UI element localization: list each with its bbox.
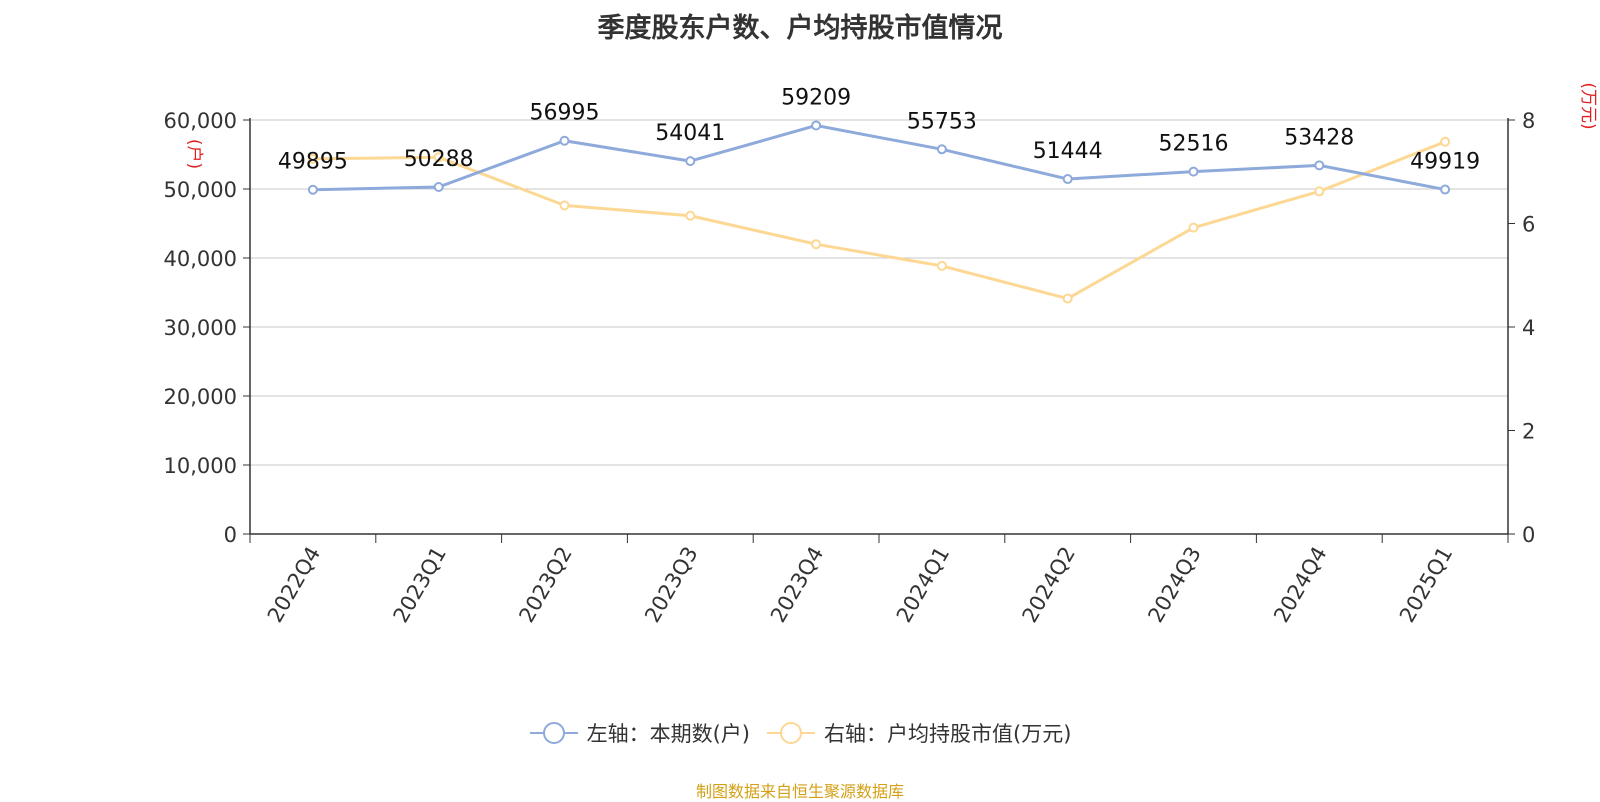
- left-axis-tick-label: 40,000: [164, 247, 237, 271]
- right-axis-tick-label: 4: [1522, 316, 1535, 340]
- right-series-point: [559, 200, 570, 211]
- right-series-point: [1188, 222, 1199, 233]
- x-axis-tick-label: 2024Q4: [1269, 543, 1331, 627]
- left-series-point: [307, 184, 318, 195]
- data-label: 56995: [530, 101, 600, 126]
- data-label: 53428: [1284, 125, 1354, 150]
- right-series-line: [312, 140, 1446, 301]
- left-series-point: [936, 144, 947, 155]
- left-series-point: [811, 120, 822, 131]
- legend-marker-right-series-icon: [767, 722, 815, 744]
- x-axis-tick-label: 2023Q4: [766, 543, 828, 627]
- left-axis-tick-label: 50,000: [164, 178, 237, 202]
- data-label: 49919: [1410, 150, 1480, 175]
- data-label: 49895: [278, 150, 348, 175]
- right-series-point: [685, 210, 696, 221]
- right-series-point: [936, 260, 947, 271]
- right-series-point: [811, 239, 822, 250]
- right-axis-tick-label: 8: [1522, 109, 1535, 133]
- data-label: 52516: [1159, 132, 1229, 157]
- series-layer: [307, 120, 1451, 304]
- left-axis-tick-label: 60,000: [164, 109, 237, 133]
- x-axis-tick-label: 2024Q2: [1018, 543, 1080, 627]
- left-series-point: [685, 156, 696, 167]
- axis-layer: 0 10,000 20,000 30,000 40,000 50,000 60,000 0 2 4…: [164, 82, 1598, 626]
- left-series-point: [1188, 166, 1199, 177]
- right-axis-unit: (万元): [1578, 82, 1598, 129]
- chart-title: 季度股东户数、户均持股市值情况: [597, 13, 1003, 44]
- x-axis-tick-label: 2023Q3: [640, 543, 702, 627]
- legend-label-left-series: 左轴：本期数(户): [586, 722, 750, 746]
- right-series-point: [1440, 136, 1451, 147]
- legend-label-right-series: 右轴：户均持股市值(万元): [824, 722, 1072, 746]
- data-label: 59209: [781, 85, 851, 110]
- legend-marker-left-series-icon: [529, 722, 578, 744]
- left-series-line: [312, 123, 1446, 192]
- x-axis-tick-label: 2022Q4: [263, 543, 325, 627]
- x-axis-tick-label: 2024Q1: [892, 543, 954, 627]
- left-axis-unit: (户): [184, 139, 204, 169]
- right-series-point: [433, 152, 444, 163]
- x-axis-tick-label: 2025Q1: [1395, 543, 1457, 627]
- data-label: 50288: [404, 147, 474, 172]
- left-series-point: [1062, 174, 1073, 185]
- legend-item-right-series[interactable]: 右轴：户均持股市值(万元): [766, 718, 1071, 748]
- legend: 左轴：本期数(户) 右轴：户均持股市值(万元): [0, 718, 1600, 748]
- source-note: 制图数据来自恒生聚源数据库: [695, 782, 904, 801]
- data-label: 51444: [1033, 139, 1103, 164]
- left-axis-tick-label: 10,000: [164, 454, 237, 478]
- right-axis-tick-label: 2: [1522, 420, 1535, 444]
- x-axis-tick-label: 2024Q3: [1143, 543, 1205, 627]
- x-axis-tick-label: 2023Q2: [514, 543, 576, 627]
- left-series-point: [1314, 160, 1325, 171]
- right-series-point: [1062, 293, 1073, 304]
- data-label: 55753: [907, 109, 977, 134]
- left-axis-tick-label: 20,000: [164, 385, 237, 409]
- left-series-point: [559, 135, 570, 146]
- right-series-point: [1314, 186, 1325, 197]
- data-label-layer: 49895 50288 56995 54041 59209 55753 51444 52516…: [278, 85, 1480, 174]
- data-label: 54041: [655, 121, 725, 146]
- left-axis-tick-label: 0: [224, 523, 237, 547]
- left-series-point: [1440, 184, 1451, 195]
- right-axis-tick-label: 0: [1522, 523, 1535, 547]
- right-axis-tick-label: 6: [1522, 213, 1535, 237]
- grid-layer: [250, 119, 1508, 466]
- legend-item-left-series[interactable]: 左轴：本期数(户): [529, 718, 750, 748]
- x-axis-tick-label: 2023Q1: [389, 543, 451, 627]
- left-axis-tick-label: 30,000: [164, 316, 237, 340]
- left-series-point: [433, 182, 444, 193]
- right-series-point: [307, 153, 318, 164]
